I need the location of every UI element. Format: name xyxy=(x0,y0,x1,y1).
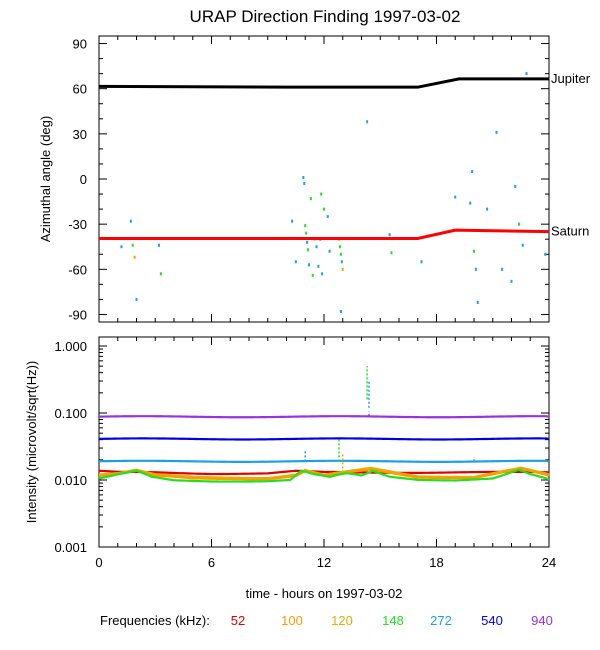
y-tick-label: 0.100 xyxy=(54,406,87,421)
saturn-label: Saturn xyxy=(551,224,589,239)
azimuth-point-272khz xyxy=(302,175,305,179)
intensity-y-label: Intensity (microvolt/sqrt(Hz)) xyxy=(24,361,39,524)
chart-title: URAP Direction Finding 1997-03-02 xyxy=(190,7,461,26)
legend-entry-52khz: 52 xyxy=(231,613,245,628)
legend-label: Frequencies (kHz): xyxy=(100,613,210,628)
intensity-series-940khz xyxy=(98,415,550,419)
azimuth-point-272khz xyxy=(340,260,343,264)
y-tick-label: -30 xyxy=(68,217,87,232)
azimuth-point-148khz xyxy=(305,231,308,235)
azimuth-y-label: Azimuthal angle (deg) xyxy=(38,116,53,242)
y-tick-label: 90 xyxy=(73,37,87,52)
azimuth-point-100khz xyxy=(133,255,136,259)
azimuth-panel: 90 60 30 0 -30 -60 -90 Azimuthal angle (deg) Jup… xyxy=(38,35,591,323)
azimuth-point-148khz xyxy=(159,272,162,276)
azimuth-point-272khz xyxy=(454,195,457,199)
azimuth-point-272khz xyxy=(471,169,474,173)
azimuth-point-272khz xyxy=(129,219,132,223)
azimuth-point-272khz xyxy=(474,267,477,271)
azimuth-point-272khz xyxy=(120,245,123,249)
azimuth-point-148khz xyxy=(307,248,310,252)
y-tick-label: 60 xyxy=(73,82,87,97)
azimuth-point-120khz xyxy=(341,267,344,271)
azimuth-point-272khz xyxy=(315,245,318,249)
azimuth-point-272khz xyxy=(294,260,297,264)
azimuth-point-148khz xyxy=(304,224,307,228)
legend-entry-272khz: 272 xyxy=(430,613,452,628)
azimuth-point-148khz xyxy=(518,222,520,226)
legend-entry-148khz: 148 xyxy=(382,613,404,628)
azimuth-point-148khz xyxy=(323,207,325,211)
y-tick-label: 0 xyxy=(80,172,87,187)
frequency-legend: Frequencies (kHz): 52 100 120 148 272 540 940 xyxy=(100,613,553,628)
azimuth-point-148khz xyxy=(338,245,341,249)
jupiter-label: Jupiter xyxy=(551,71,591,86)
legend-entry-100khz: 100 xyxy=(281,613,303,628)
azimuth-point-272khz xyxy=(501,267,504,271)
azimuth-point-272khz xyxy=(544,252,547,256)
azimuth-point-272khz xyxy=(317,264,320,268)
azimuth-point-272khz xyxy=(339,309,342,313)
azimuth-point-272khz xyxy=(469,201,472,205)
azimuth-point-272khz xyxy=(321,272,324,276)
legend-entry-940khz: 940 xyxy=(531,613,553,628)
x-axis-label: time - hours on 1997-03-02 xyxy=(246,586,403,601)
azimuth-point-272khz xyxy=(326,215,329,219)
azimuth-point-272khz xyxy=(510,279,513,283)
azimuth-point-272khz xyxy=(486,207,489,211)
azimuth-point-148khz xyxy=(473,249,475,253)
x-tick-label: 12 xyxy=(317,555,331,570)
azimuth-point-148khz xyxy=(339,252,342,256)
azimuth-point-148khz xyxy=(131,243,134,247)
intensity-panel: 1.000 0.100 0.010 0.001 0 6 12 18 24 Intensity (m… xyxy=(24,336,556,570)
y-tick-label: -90 xyxy=(68,307,87,322)
azimuth-point-148khz xyxy=(320,192,323,196)
azimuth-point-272khz xyxy=(525,72,528,76)
intensity-series-540khz xyxy=(98,437,550,441)
legend-entry-120khz: 120 xyxy=(331,613,353,628)
azimuth-point-272khz xyxy=(476,300,479,304)
azimuth-point-272khz xyxy=(521,243,524,247)
y-tick-label: 0.001 xyxy=(54,540,87,555)
jupiter-line xyxy=(98,77,549,89)
x-tick-label: 6 xyxy=(208,555,215,570)
intensity-series-272khz xyxy=(98,459,550,463)
azimuth-point-272khz xyxy=(495,130,498,134)
azimuth-point-148khz xyxy=(390,251,393,255)
y-tick-label: 30 xyxy=(73,127,87,142)
azimuth-point-272khz xyxy=(420,260,423,264)
azimuth-point-272khz xyxy=(514,185,517,189)
y-tick-label: 0.010 xyxy=(54,473,87,488)
azimuth-point-148khz xyxy=(309,197,312,201)
y-tick-label: -60 xyxy=(68,262,87,277)
legend-entry-540khz: 540 xyxy=(481,613,503,628)
azimuth-point-272khz xyxy=(306,240,309,244)
intensity-series-148khz xyxy=(98,468,550,483)
azimuth-point-272khz xyxy=(308,263,310,267)
azimuth-point-272khz xyxy=(158,243,160,247)
saturn-line xyxy=(99,228,550,240)
y-tick-label: 1.000 xyxy=(54,339,87,354)
intensity-frame xyxy=(98,336,550,548)
azimuth-point-272khz xyxy=(303,182,306,186)
azimuth-point-148khz xyxy=(311,273,314,277)
azimuth-point-272khz xyxy=(328,249,331,253)
x-tick-label: 0 xyxy=(95,555,102,570)
intensity-series-52khz xyxy=(98,469,550,476)
x-tick-label: 24 xyxy=(542,555,556,570)
azimuth-point-272khz xyxy=(291,219,294,223)
azimuth-point-272khz xyxy=(388,233,391,237)
x-tick-label: 18 xyxy=(429,555,443,570)
azimuth-point-272khz xyxy=(366,120,369,124)
azimuth-point-272khz xyxy=(135,297,138,301)
